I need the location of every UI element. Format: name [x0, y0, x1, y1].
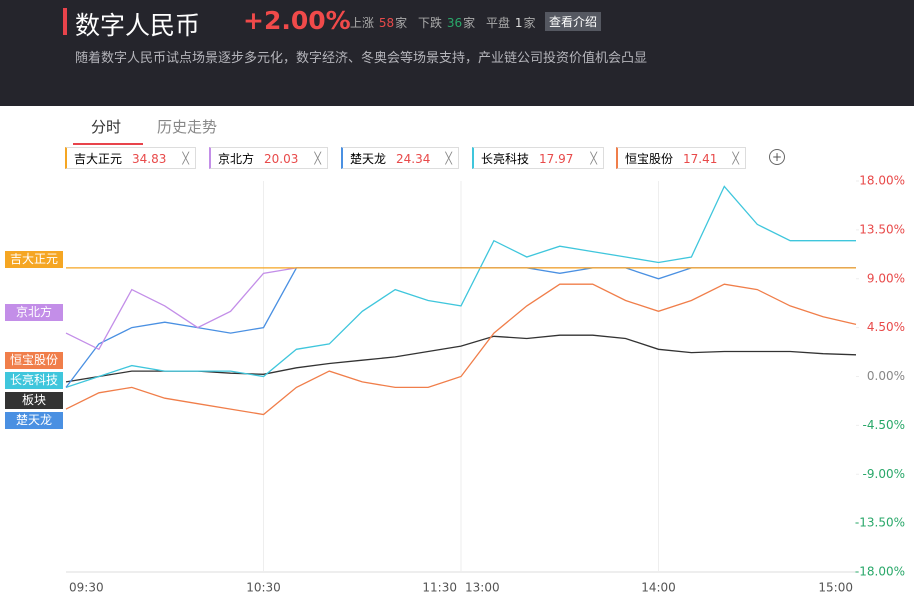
legend-name: 长亮科技 [481, 152, 530, 166]
side-label: 吉大正元 [5, 251, 63, 268]
legend-chip: 楚天龙 24.34 ╳ [341, 147, 459, 169]
description: 随着数字人民币试点场景逐步多元化，数字经济、冬奥会等场景支持，产业链公司投资价值… [75, 51, 648, 66]
legend-chip: 京北方 20.03 ╳ [209, 147, 328, 169]
y-tick-label: -18.00% [855, 565, 905, 579]
stat-label: 上涨 [350, 16, 375, 30]
legend-price: 17.97 [539, 152, 574, 166]
legend-price: 17.41 [683, 152, 718, 166]
legend-price: 34.83 [132, 152, 167, 166]
legend-chip: 吉大正元 34.83 ╳ [65, 147, 196, 169]
stat-count: 36 [446, 16, 463, 30]
x-tick-label: 10:30 [246, 581, 281, 595]
stat-unit: 家 [523, 16, 536, 30]
legend-name: 京北方 [218, 152, 255, 166]
legend-chip: 长亮科技 17.97 ╳ [472, 147, 604, 169]
legend-name: 楚天龙 [350, 152, 387, 166]
close-icon[interactable]: ╳ [732, 152, 739, 165]
title-bar [63, 8, 67, 35]
y-tick-label: 9.00% [867, 271, 905, 285]
header [0, 0, 914, 106]
stat-label: 下跌 [418, 16, 443, 30]
stat-unit: 家 [463, 16, 476, 30]
stat: 下跌 36家 [418, 14, 475, 31]
side-label: 京北方 [5, 304, 63, 321]
legend-price: 20.03 [264, 152, 299, 166]
close-icon[interactable]: ╳ [182, 152, 189, 165]
tab-underline [73, 143, 143, 145]
stat: 上涨 58家 [350, 14, 407, 31]
add-button[interactable]: + [769, 149, 785, 165]
y-tick-label: 0.00% [867, 369, 905, 383]
stat: 平盘 1家 [486, 14, 536, 31]
y-tick-label: -9.00% [863, 467, 905, 481]
tab[interactable]: 分时 [91, 118, 122, 136]
title: 数字人民币 [75, 11, 201, 40]
y-tick-label: 4.50% [867, 320, 905, 334]
x-tick-label: 11:30 [422, 581, 457, 595]
x-tick-label: 09:30 [69, 581, 104, 595]
stat-unit: 家 [395, 16, 408, 30]
stat-label: 平盘 [486, 16, 511, 30]
close-icon[interactable]: ╳ [590, 152, 597, 165]
side-label: 楚天龙 [5, 412, 63, 429]
stat-count: 1 [514, 16, 523, 30]
intro-button[interactable]: 查看介绍 [545, 12, 602, 31]
y-tick-label: -4.50% [863, 418, 905, 432]
stat-count: 58 [378, 16, 395, 30]
tab[interactable]: 历史走势 [157, 118, 218, 136]
y-tick-label: 18.00% [859, 174, 905, 188]
legend-price: 24.34 [396, 152, 431, 166]
y-tick-label: -13.50% [855, 516, 905, 530]
close-icon[interactable]: ╳ [314, 152, 321, 165]
x-tick-label: 15:00 [818, 581, 853, 595]
legend-name: 吉大正元 [74, 152, 123, 166]
legend-name: 恒宝股份 [625, 152, 674, 166]
change: +2.00% [243, 6, 351, 35]
series-line [65, 185, 856, 389]
y-tick-label: 13.50% [859, 222, 905, 236]
legend-chip: 恒宝股份 17.41 ╳ [616, 147, 746, 169]
side-label: 长亮科技 [5, 372, 63, 389]
side-label: 恒宝股份 [5, 352, 63, 369]
x-tick-label: 13:00 [465, 581, 500, 595]
series-line [65, 283, 857, 416]
side-label: 板块 [5, 392, 63, 409]
x-tick-label: 14:00 [641, 581, 676, 595]
close-icon[interactable]: ╳ [445, 152, 452, 165]
